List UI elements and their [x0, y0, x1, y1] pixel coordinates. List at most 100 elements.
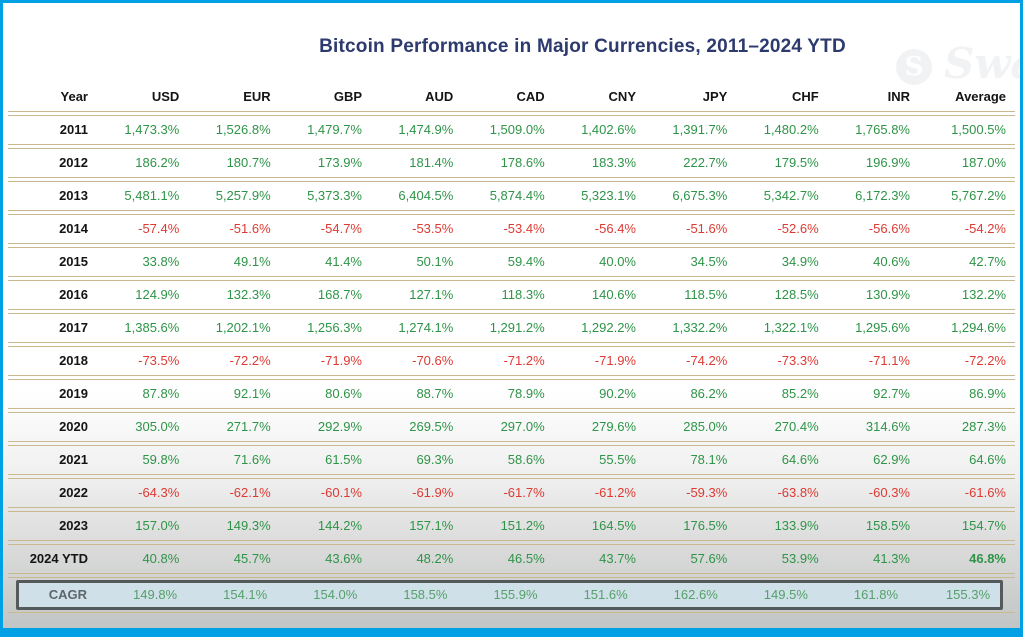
value-cell: 133.9%: [774, 518, 819, 533]
value-cell: 181.4%: [409, 155, 454, 170]
value-cell: 86.2%: [690, 386, 728, 401]
value-cell: -54.2%: [964, 221, 1006, 236]
column-header-year: Year: [60, 89, 88, 104]
value-cell: 1,295.6%: [855, 320, 910, 335]
value-cell: 5,323.1%: [581, 188, 636, 203]
cagr-value-cell: 154.1%: [223, 587, 268, 602]
value-cell: 58.6%: [507, 452, 545, 467]
page-title: Bitcoin Performance in Major Currencies,…: [319, 36, 846, 57]
year-cell: 2013: [59, 188, 88, 203]
cagr-value-cell: 158.5%: [403, 587, 448, 602]
value-cell: 78.9%: [507, 386, 545, 401]
column-header-average: Average: [955, 89, 1006, 104]
value-cell: 127.1%: [409, 287, 454, 302]
cagr-label: CAGR: [48, 587, 87, 602]
value-cell: 43.7%: [599, 551, 636, 566]
value-cell: 1,473.3%: [124, 122, 180, 137]
value-cell: -53.5%: [412, 221, 454, 236]
value-cell: 86.9%: [969, 386, 1006, 401]
value-cell: 158.5%: [865, 518, 910, 533]
value-cell: -64.3%: [138, 485, 180, 500]
table-row-2021: 2021 59.8% 71.6% 61.5% 69.3% 58.6% 55.5% 78.1% 6…: [8, 445, 1015, 475]
value-cell: 164.5%: [591, 518, 636, 533]
value-cell: 46.5%: [507, 551, 545, 566]
year-cell: 2011: [59, 122, 88, 137]
column-header-cad: CAD: [516, 89, 545, 104]
value-cell: 1,480.2%: [763, 122, 819, 137]
value-cell: -61.9%: [412, 485, 454, 500]
value-cell: 41.4%: [325, 254, 362, 269]
performance-table: Year USD EUR GBP AUD CAD CNY JPY CHF INR Average 2…: [8, 83, 1015, 613]
value-cell: 132.3%: [226, 287, 271, 302]
value-cell: 269.5%: [409, 419, 454, 434]
value-cell: 5,257.9%: [215, 188, 271, 203]
table-header-row: Year USD EUR GBP AUD CAD CNY JPY CHF INR Average: [8, 83, 1015, 112]
value-cell: 6,404.5%: [398, 188, 454, 203]
value-cell: 187.0%: [961, 155, 1006, 170]
column-header-chf: CHF: [791, 89, 819, 104]
table-row-2019: 2019 87.8% 92.1% 80.6% 88.7% 78.9% 90.2% 86.2% 8…: [8, 379, 1015, 409]
value-cell: 168.7%: [317, 287, 362, 302]
value-cell: -72.2%: [229, 353, 271, 368]
value-cell: 124.9%: [135, 287, 180, 302]
year-cell: 2021: [59, 452, 88, 467]
value-cell: -54.7%: [320, 221, 362, 236]
value-cell: 292.9%: [317, 419, 362, 434]
value-cell: 128.5%: [774, 287, 819, 302]
year-cell: 2014: [59, 221, 88, 236]
value-cell: 287.3%: [961, 419, 1006, 434]
value-cell: 285.0%: [683, 419, 728, 434]
value-cell: 42.7%: [969, 254, 1006, 269]
value-cell: 271.7%: [226, 419, 271, 434]
cagr-value-cell: 151.6%: [583, 587, 628, 602]
value-cell: -71.1%: [868, 353, 910, 368]
value-cell: -60.3%: [868, 485, 910, 500]
value-cell: 57.6%: [690, 551, 728, 566]
value-cell: -73.5%: [138, 353, 180, 368]
value-cell: 154.7%: [961, 518, 1006, 533]
value-cell: 157.0%: [135, 518, 180, 533]
value-cell: 40.0%: [599, 254, 636, 269]
table-row-2013: 2013 5,481.1% 5,257.9% 5,373.3% 6,404.5% 5,87…: [8, 181, 1015, 211]
column-header-jpy: JPY: [702, 89, 728, 104]
column-header-eur: EUR: [243, 89, 271, 104]
value-cell: -56.6%: [868, 221, 910, 236]
value-cell: 178.6%: [500, 155, 545, 170]
value-cell: 78.1%: [690, 452, 728, 467]
year-cell: 2022: [59, 485, 88, 500]
value-cell: 186.2%: [135, 155, 180, 170]
value-cell: 222.7%: [683, 155, 728, 170]
table-row-2020: 2020 305.0% 271.7% 292.9% 269.5% 297.0% 279.6%…: [8, 412, 1015, 442]
value-cell: 314.6%: [865, 419, 910, 434]
value-cell: 85.2%: [781, 386, 819, 401]
value-cell: 64.6%: [781, 452, 819, 467]
value-cell: -51.6%: [229, 221, 271, 236]
cagr-value-cell: 154.0%: [313, 587, 358, 602]
table-row-2023: 2023 157.0% 149.3% 144.2% 157.1% 151.2% 164.5%…: [8, 511, 1015, 541]
value-cell: 183.3%: [591, 155, 636, 170]
value-cell: 40.6%: [873, 254, 910, 269]
value-cell: 132.2%: [961, 287, 1006, 302]
value-cell: 45.7%: [233, 551, 271, 566]
value-cell: 1,500.5%: [951, 122, 1006, 137]
value-cell: -51.6%: [686, 221, 728, 236]
table-row-2017: 2017 1,385.6% 1,202.1% 1,256.3% 1,274.1% 1,29…: [8, 313, 1015, 343]
value-cell: 5,767.2%: [951, 188, 1006, 203]
cagr-value-cell: 149.8%: [133, 587, 178, 602]
value-cell: 279.6%: [591, 419, 636, 434]
value-cell: 1,526.8%: [215, 122, 271, 137]
value-cell: 46.8%: [969, 551, 1006, 566]
value-cell: 1,294.6%: [951, 320, 1006, 335]
value-cell: 5,342.7%: [763, 188, 819, 203]
value-cell: 90.2%: [599, 386, 636, 401]
value-cell: 179.5%: [774, 155, 819, 170]
value-cell: 71.6%: [233, 452, 271, 467]
value-cell: 1,402.6%: [581, 122, 636, 137]
value-cell: -71.9%: [594, 353, 636, 368]
value-cell: 1,479.7%: [307, 122, 362, 137]
value-cell: 1,391.7%: [672, 122, 728, 137]
value-cell: -62.1%: [229, 485, 271, 500]
table-row-2015: 2015 33.8% 49.1% 41.4% 50.1% 59.4% 40.0% 34.5% 3…: [8, 247, 1015, 277]
value-cell: -72.2%: [964, 353, 1006, 368]
swan-logo-icon: S: [896, 49, 932, 85]
